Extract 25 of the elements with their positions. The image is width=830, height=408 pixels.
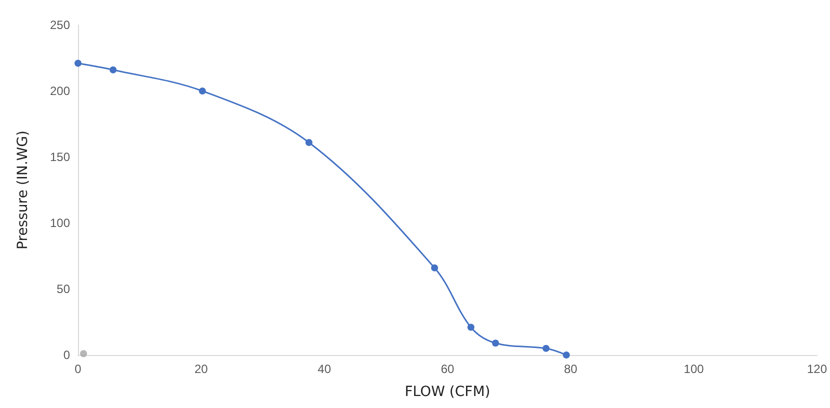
y-tick-label: 50 — [56, 282, 70, 296]
point — [562, 352, 570, 358]
x-tick-label: 120 — [806, 362, 828, 376]
point — [492, 340, 500, 347]
y-tick-label: 0 — [63, 348, 70, 362]
y-axis-title: Pressure (IN.WG) — [15, 130, 31, 250]
point — [467, 324, 474, 331]
point — [110, 66, 117, 74]
point — [305, 138, 312, 146]
x-tick-label: 40 — [318, 362, 332, 376]
y-tick-label: 200 — [50, 84, 70, 98]
x-tick-label: 100 — [684, 362, 704, 376]
x-axis-title: FLOW (CFM) — [404, 384, 490, 400]
point — [80, 350, 88, 358]
y-tick-label: 100 — [50, 216, 70, 230]
point — [74, 60, 82, 67]
x-tick-label: 20 — [194, 362, 208, 376]
x-tick-label: 80 — [564, 362, 578, 376]
x-tick-label: 60 — [440, 362, 454, 376]
point — [198, 88, 206, 94]
point — [431, 264, 438, 272]
point — [542, 344, 550, 352]
x-tick-label: 0 — [74, 362, 82, 376]
y-tick-label: 150 — [50, 150, 70, 164]
y-tick-label: 250 — [50, 18, 70, 32]
